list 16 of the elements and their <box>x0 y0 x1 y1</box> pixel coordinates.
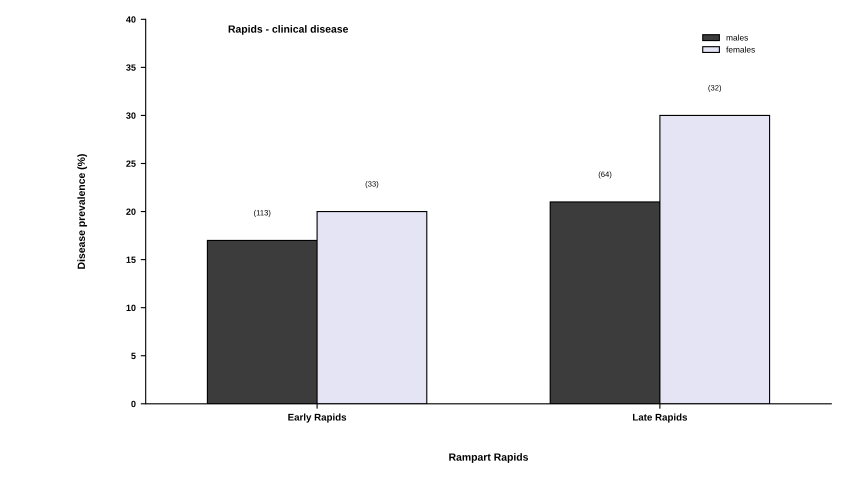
y-tick-label: 35 <box>126 64 136 71</box>
legend-label: males <box>726 34 748 41</box>
y-tick-label: 25 <box>126 160 136 167</box>
y-tick-label: 20 <box>126 208 136 215</box>
x-axis-title: Rampart Rapids <box>449 453 528 463</box>
y-tick-label: 5 <box>131 352 136 360</box>
y-tick-label: 10 <box>126 304 136 312</box>
y-tick-label: 0 <box>131 400 136 408</box>
y-tick-label: 40 <box>126 16 136 23</box>
x-tick-label: Late Rapids <box>632 414 688 423</box>
y-axis-title: Disease prevalence (%) <box>77 154 88 269</box>
text: Rapids - clinical disease <box>228 25 348 35</box>
legend-label: females <box>726 46 755 53</box>
y-tick-label: 15 <box>126 256 136 263</box>
x-tick-label: Early Rapids <box>288 414 346 423</box>
y-tick-label: 30 <box>126 112 136 119</box>
